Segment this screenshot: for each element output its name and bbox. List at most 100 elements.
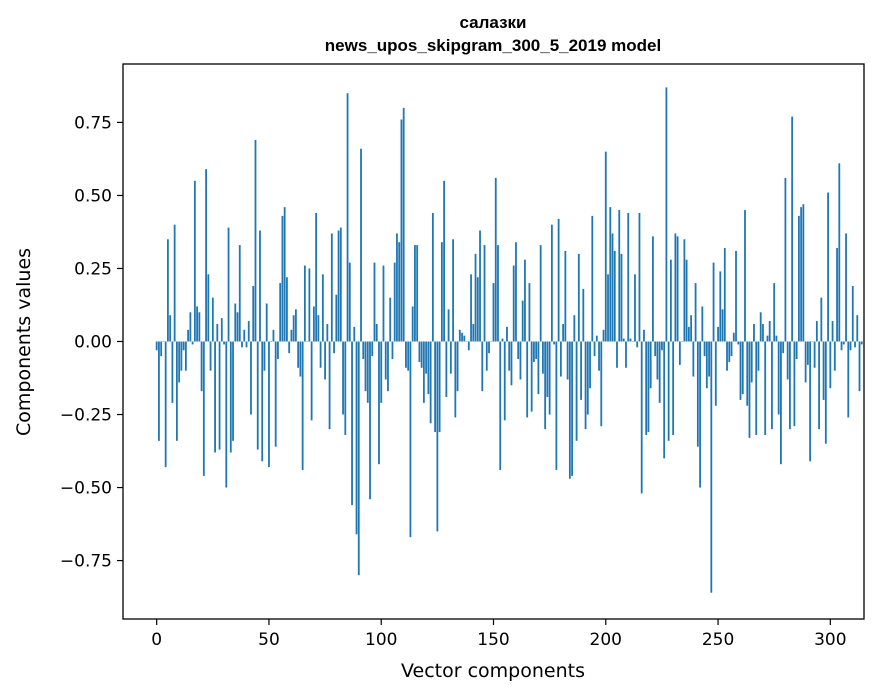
- bar: [824, 341, 827, 444]
- chart-subtitle: news_upos_skipgram_300_5_2019 model: [325, 36, 661, 55]
- bar: [434, 341, 437, 433]
- bar: [667, 341, 670, 441]
- bar: [422, 341, 425, 403]
- bar: [402, 107, 405, 342]
- bar: [245, 341, 248, 348]
- y-tick-label: 0.50: [74, 186, 112, 206]
- bar: [559, 341, 562, 377]
- bar: [319, 341, 322, 368]
- bar: [577, 253, 580, 342]
- bar: [618, 210, 621, 342]
- bar: [524, 259, 526, 342]
- bar: [274, 341, 277, 447]
- bar: [708, 341, 710, 377]
- bar: [175, 341, 178, 441]
- bar: [553, 341, 556, 345]
- bar: [158, 341, 160, 441]
- bar: [598, 341, 600, 371]
- bar: [789, 341, 791, 430]
- bar: [759, 312, 762, 342]
- bar: [411, 306, 414, 342]
- bar: [160, 341, 163, 357]
- bar: [348, 262, 351, 342]
- bar: [582, 288, 585, 342]
- bar: [342, 341, 344, 415]
- bar: [418, 341, 421, 362]
- bar: [755, 341, 758, 435]
- x-tick-label: 0: [151, 630, 162, 650]
- bar: [232, 341, 234, 441]
- bar: [762, 323, 764, 342]
- bar: [445, 341, 448, 397]
- bar: [703, 341, 706, 357]
- bar: [191, 341, 194, 345]
- bar: [301, 341, 304, 471]
- bar: [366, 341, 369, 403]
- bar: [580, 341, 582, 400]
- bar: [416, 245, 419, 342]
- bar: [687, 326, 690, 342]
- bar: [685, 259, 688, 342]
- bar: [625, 341, 627, 368]
- bar: [591, 215, 594, 342]
- bar: [566, 341, 569, 380]
- bar: [548, 341, 551, 415]
- bar: [369, 341, 371, 500]
- bar: [378, 341, 380, 465]
- bar: [696, 341, 699, 447]
- bar: [728, 341, 731, 362]
- bar: [171, 341, 174, 403]
- bar: [391, 341, 394, 360]
- bar: [854, 341, 856, 348]
- bar: [629, 338, 632, 342]
- bar: [409, 341, 412, 538]
- bar: [741, 341, 744, 395]
- bar: [202, 341, 205, 476]
- x-tick-label: 100: [365, 630, 397, 650]
- bar: [236, 312, 239, 342]
- bar: [254, 139, 257, 342]
- bar: [542, 341, 544, 374]
- bar: [256, 341, 259, 450]
- bar: [802, 204, 805, 342]
- bar: [339, 227, 342, 342]
- bar: [676, 236, 679, 342]
- bar: [400, 119, 403, 342]
- bar: [414, 245, 416, 342]
- bar: [508, 341, 511, 371]
- bar: [694, 283, 697, 342]
- x-tick-label: 200: [590, 630, 622, 650]
- bar: [726, 341, 728, 371]
- bar: [449, 341, 452, 374]
- bar: [571, 341, 573, 476]
- bar: [793, 341, 796, 427]
- bar: [346, 93, 349, 342]
- bar: [326, 323, 329, 342]
- bar: [405, 341, 407, 368]
- bar: [775, 335, 778, 342]
- bar: [281, 215, 284, 342]
- bar: [288, 341, 291, 354]
- bar: [557, 218, 560, 342]
- bar: [586, 341, 589, 415]
- bar: [211, 297, 214, 342]
- bar: [672, 341, 675, 435]
- bar: [279, 283, 282, 342]
- bar: [364, 341, 367, 392]
- bar: [292, 315, 295, 342]
- bar: [638, 212, 641, 342]
- bar: [225, 341, 228, 488]
- bar: [602, 329, 605, 342]
- y-tick-label: −0.50: [60, 479, 112, 499]
- bar: [337, 230, 340, 342]
- bar: [259, 230, 261, 342]
- bar: [299, 341, 302, 377]
- bars-group: [155, 87, 863, 593]
- y-axis-label: Components values: [13, 248, 35, 436]
- bar: [189, 312, 192, 342]
- bar: [247, 321, 250, 342]
- bar: [528, 283, 531, 342]
- bar: [344, 341, 347, 435]
- bar: [535, 341, 538, 360]
- bar: [674, 233, 677, 342]
